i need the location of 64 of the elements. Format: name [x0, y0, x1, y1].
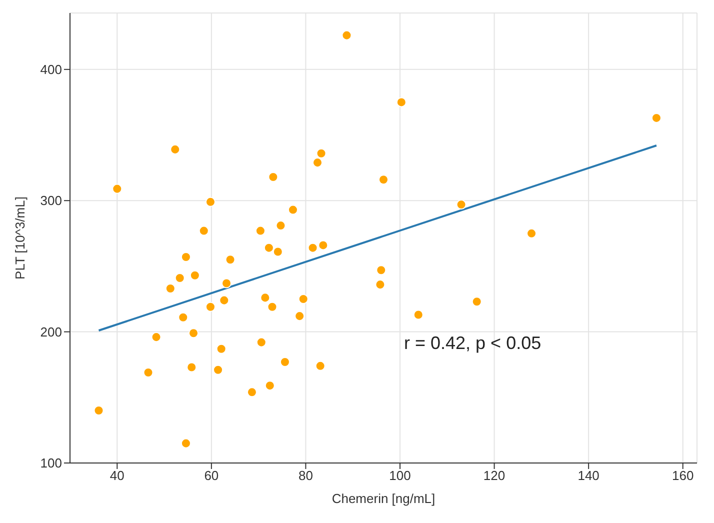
point — [143, 367, 154, 378]
point — [267, 302, 278, 312]
point — [222, 278, 232, 288]
x-tick-label: 40 — [110, 468, 124, 484]
point — [198, 226, 209, 236]
point — [378, 174, 389, 185]
point — [316, 148, 326, 158]
point — [651, 112, 662, 123]
point — [472, 296, 482, 307]
y-tick-label: 100 — [40, 456, 62, 471]
point — [276, 220, 286, 231]
point — [375, 280, 386, 290]
point — [272, 246, 283, 257]
x-tick-label: 140 — [578, 468, 600, 484]
point — [376, 265, 386, 276]
point — [225, 254, 236, 265]
point — [342, 30, 352, 40]
x-axis-title: Chemerin [ng/mL] — [332, 491, 436, 506]
point — [190, 270, 200, 280]
x-tick-label: 80 — [298, 468, 313, 484]
point — [170, 144, 180, 154]
point — [205, 302, 216, 312]
x-tick-label: 160 — [672, 468, 694, 484]
point — [526, 228, 537, 238]
point — [264, 380, 275, 391]
point — [260, 292, 270, 303]
x-tick-label: 60 — [204, 468, 219, 484]
x-tick-label: 120 — [483, 468, 506, 484]
point — [112, 184, 122, 194]
point — [396, 97, 406, 108]
y-tick-label: 300 — [40, 193, 62, 208]
point — [186, 362, 197, 372]
point — [288, 204, 298, 215]
point — [298, 294, 308, 304]
point — [180, 252, 191, 262]
point — [178, 312, 188, 322]
point — [308, 242, 318, 253]
point — [256, 337, 266, 348]
y-axis-title: PLT [10^3/mL] — [12, 196, 28, 280]
point — [312, 158, 323, 168]
point — [174, 273, 185, 284]
point — [213, 364, 224, 375]
point — [456, 200, 466, 210]
point — [280, 356, 290, 367]
point — [165, 284, 176, 294]
x-tick-label: 100 — [389, 468, 411, 484]
annotation: r = 0.42, p < 0.05 — [404, 333, 542, 354]
point — [216, 344, 226, 354]
point — [294, 311, 305, 322]
point — [315, 360, 326, 371]
point — [255, 226, 266, 236]
point — [268, 172, 278, 182]
point — [94, 406, 104, 416]
point — [246, 387, 257, 398]
point — [205, 196, 216, 207]
point — [151, 332, 162, 342]
point — [219, 295, 230, 306]
point — [318, 240, 328, 250]
y-tick-label: 400 — [40, 62, 62, 78]
point — [180, 438, 191, 448]
point — [413, 310, 424, 320]
point — [264, 242, 274, 253]
y-tick-label: 200 — [40, 324, 62, 340]
point — [188, 328, 199, 338]
